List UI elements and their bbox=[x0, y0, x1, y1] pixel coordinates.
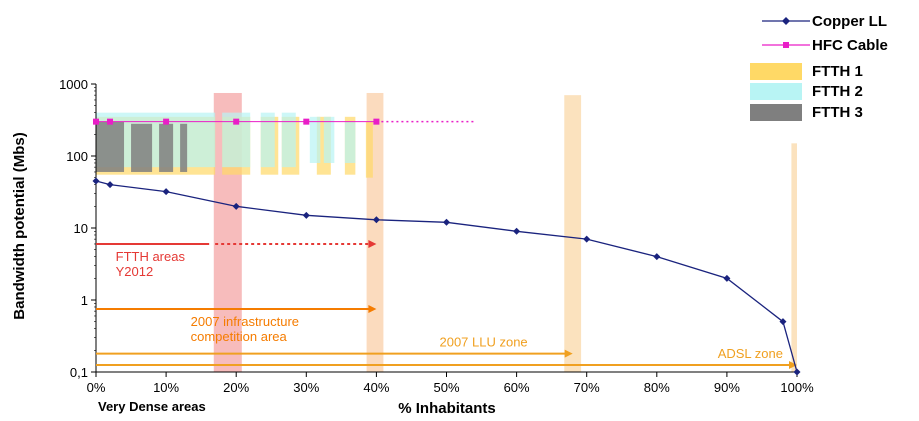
legend-box-swatch bbox=[750, 63, 802, 80]
arrow-head bbox=[368, 239, 377, 248]
axes: 0,1 1 10 100 1000 0% 10% 20% 30% 40% 50% 60% 70% 80% 9… bbox=[59, 77, 814, 395]
x-tick-label: 70% bbox=[574, 380, 600, 395]
legend: Copper LL HFC Cable FTTH 1 FTTH 2 FTTH 3 bbox=[750, 13, 888, 121]
x-tick-label: 20% bbox=[223, 380, 249, 395]
x-tick-label: 40% bbox=[363, 380, 389, 395]
data-point bbox=[233, 118, 240, 125]
highlight-band bbox=[791, 143, 797, 372]
arrow-head bbox=[368, 304, 377, 313]
ftth-bar bbox=[131, 123, 153, 172]
data-point bbox=[373, 118, 380, 125]
y-tick-label: 1000 bbox=[59, 77, 88, 92]
ftth-bar bbox=[159, 123, 174, 172]
arrow-head bbox=[789, 361, 797, 370]
arrow-label: competition area bbox=[191, 329, 288, 344]
arrow-label: Y2012 bbox=[116, 264, 154, 279]
x-tick-label: 10% bbox=[153, 380, 179, 395]
data-point bbox=[93, 118, 99, 125]
x-tick-label: 30% bbox=[293, 380, 319, 395]
highlight-bands bbox=[213, 92, 797, 372]
data-point bbox=[107, 118, 114, 125]
legend-box-swatch bbox=[750, 83, 802, 100]
y-tick-label: 10 bbox=[74, 221, 88, 236]
ftth-bar bbox=[344, 121, 356, 163]
arrow-label: FTTH areas bbox=[116, 249, 186, 264]
x-tick-label: 0% bbox=[87, 380, 106, 395]
ftth-bar bbox=[365, 121, 373, 178]
data-point bbox=[723, 274, 731, 282]
data-point bbox=[92, 177, 100, 185]
data-point bbox=[232, 202, 240, 210]
legend-marker bbox=[783, 42, 789, 48]
x-tick-label: 100% bbox=[780, 380, 814, 395]
legend-label: FTTH 2 bbox=[812, 83, 863, 100]
data-point bbox=[163, 118, 170, 125]
data-point bbox=[443, 218, 450, 226]
y-tick-label: 1 bbox=[81, 293, 88, 308]
x-tick-label: 80% bbox=[644, 380, 670, 395]
arrow-label: 2007 LLU zone bbox=[439, 335, 527, 350]
data-point bbox=[303, 118, 310, 125]
data-point bbox=[583, 235, 591, 243]
data-point bbox=[106, 181, 114, 189]
legend-label: FTTH 3 bbox=[812, 104, 863, 121]
ftth-bar bbox=[96, 121, 125, 172]
ftth-bar bbox=[180, 123, 188, 172]
x-tick-label: 60% bbox=[504, 380, 530, 395]
legend-box-swatch bbox=[750, 104, 802, 121]
ftth-bar bbox=[260, 112, 275, 168]
arrow-label: 2007 infrastructure bbox=[191, 314, 299, 329]
arrow-label: ADSL zone bbox=[718, 346, 783, 361]
ftth-bar bbox=[309, 116, 321, 163]
data-point bbox=[162, 188, 170, 196]
x-tick-label: 50% bbox=[433, 380, 459, 395]
y-axis-title: Bandwidth potential (Mbs) bbox=[11, 132, 28, 319]
ftth-bar bbox=[323, 116, 335, 163]
data-point bbox=[302, 211, 310, 219]
x-tick-label: 90% bbox=[714, 380, 740, 395]
data-point bbox=[513, 227, 521, 235]
data-point bbox=[793, 368, 801, 376]
x-axis-title: % Inhabitants bbox=[398, 400, 496, 417]
legend-label: FTTH 1 bbox=[812, 63, 863, 80]
y-tick-label: 100 bbox=[66, 149, 88, 164]
data-point bbox=[779, 318, 787, 326]
series-lines bbox=[92, 118, 801, 376]
data-point bbox=[653, 253, 661, 261]
x-sub-label: Very Dense areas bbox=[98, 399, 206, 414]
arrow-head bbox=[564, 349, 573, 358]
legend-label: HFC Cable bbox=[812, 37, 888, 54]
legend-label: Copper LL bbox=[812, 13, 887, 30]
y-tick-label: 0,1 bbox=[70, 365, 88, 380]
ftth-bar bbox=[281, 112, 296, 168]
legend-marker bbox=[782, 17, 790, 25]
highlight-band bbox=[564, 95, 582, 372]
data-point bbox=[372, 216, 380, 224]
